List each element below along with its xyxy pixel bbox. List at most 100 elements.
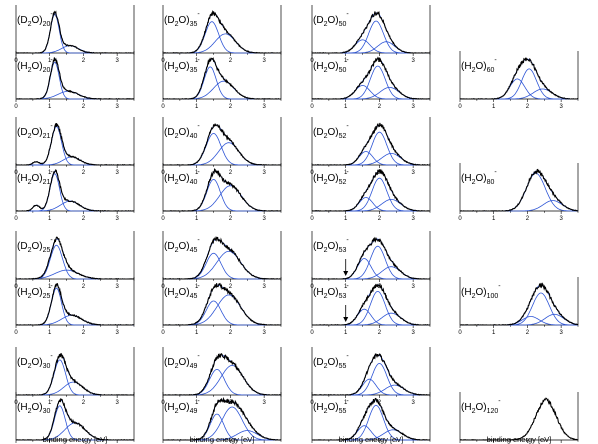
x-tick-label: 2 xyxy=(526,216,530,222)
cluster-label: (H2O)25- xyxy=(17,283,53,300)
x-tick-label: 2 xyxy=(229,330,233,336)
fit-component xyxy=(163,178,281,212)
fit-component xyxy=(16,381,134,396)
x-tick-label: 3 xyxy=(262,58,266,64)
x-tick-label: 0 xyxy=(14,104,18,110)
cluster-label: (D2O)35- xyxy=(164,11,200,28)
spectrum-trace xyxy=(15,169,135,212)
spectrum-trace xyxy=(312,168,430,212)
fit-component xyxy=(460,78,578,100)
x-tick-label: 2 xyxy=(229,284,233,290)
x-tick-label: 1 xyxy=(344,104,348,110)
cluster-label: (D2O)21- xyxy=(17,123,53,140)
fit-component xyxy=(163,294,281,326)
fit-component xyxy=(163,21,281,54)
x-tick-label: 3 xyxy=(559,104,563,110)
spectrum-trace xyxy=(460,282,579,326)
spectrum-trace xyxy=(16,10,134,54)
fit-component xyxy=(163,369,281,396)
x-tick-label: 1 xyxy=(48,58,52,64)
x-tick-label: 3 xyxy=(262,400,266,406)
x-tick-label: 1 xyxy=(48,170,52,176)
cluster-label: (D2O)52- xyxy=(313,123,349,140)
fit-component xyxy=(312,362,430,396)
spectrum-trace xyxy=(163,352,282,396)
spectrum-panel: 0 1 2 3 (H2O)100- xyxy=(458,277,579,336)
x-tick-label: 3 xyxy=(262,284,266,290)
spectrum-trace xyxy=(16,122,135,166)
x-tick-label: 2 xyxy=(229,170,233,176)
x-tick-label: 2 xyxy=(378,330,382,336)
spectrum-trace xyxy=(311,10,431,54)
x-tick-label: 0 xyxy=(161,330,165,336)
x-tick-label: 3 xyxy=(262,216,266,222)
x-tick-label: 0 xyxy=(458,104,462,110)
spectrum-panel: 0 1 2 3 (H2O)25- xyxy=(14,277,135,336)
x-axis-title: binding energy [eV] xyxy=(43,435,108,444)
x-tick-label: 3 xyxy=(411,58,415,64)
x-tick-label: 3 xyxy=(559,216,563,222)
x-tick-label: 1 xyxy=(344,170,348,176)
spectrum-panel: 0 1 2 3 (H2O)20- xyxy=(14,51,135,110)
x-tick-label: 1 xyxy=(48,400,52,406)
x-tick-label: 3 xyxy=(115,330,119,336)
x-tick-label: 0 xyxy=(161,216,165,222)
x-tick-label: 1 xyxy=(195,400,199,406)
x-tick-label: 3 xyxy=(411,170,415,176)
spectrum-trace xyxy=(163,9,281,54)
spectrum-trace xyxy=(162,57,281,100)
x-axis-title: binding energy [eV] xyxy=(190,435,255,444)
cluster-label: (D2O)20- xyxy=(17,11,53,28)
fit-component xyxy=(312,197,430,212)
x-tick-label: 0 xyxy=(458,330,462,336)
x-tick-label: 2 xyxy=(82,170,86,176)
x-tick-label: 1 xyxy=(195,216,199,222)
spectrum-trace xyxy=(163,396,282,441)
cluster-label: (H2O)40- xyxy=(164,169,200,186)
cluster-label: (D2O)49- xyxy=(164,353,200,370)
x-tick-label: 2 xyxy=(229,104,233,110)
arrow-head xyxy=(343,317,349,322)
x-tick-label: 2 xyxy=(378,216,382,222)
x-tick-label: 3 xyxy=(411,330,415,336)
spectrum-trace xyxy=(312,282,431,326)
x-tick-label: 1 xyxy=(48,284,52,290)
cluster-label: (D2O)53- xyxy=(313,237,349,254)
x-tick-label: 2 xyxy=(82,58,86,64)
x-tick-label: 3 xyxy=(115,284,119,290)
x-tick-label: 3 xyxy=(411,104,415,110)
spectrum-trace xyxy=(459,397,579,441)
spectrum-trace xyxy=(16,352,134,396)
cluster-label: (H2O)35- xyxy=(164,57,200,74)
x-tick-label: 3 xyxy=(115,216,119,222)
cluster-label: (D2O)55- xyxy=(313,353,349,370)
fit-component xyxy=(312,151,430,166)
fit-component xyxy=(163,364,281,396)
x-tick-label: 1 xyxy=(344,330,348,336)
x-tick-label: 2 xyxy=(229,58,233,64)
cluster-label: (H2O)21- xyxy=(17,169,53,186)
spectrum-trace xyxy=(312,353,430,396)
fit-component xyxy=(163,185,281,212)
x-tick-label: 1 xyxy=(195,170,199,176)
x-tick-label: 3 xyxy=(262,104,266,110)
x-tick-label: 1 xyxy=(492,104,496,110)
x-tick-label: 0 xyxy=(458,216,462,222)
spectrum-panel: 0 1 2 3 (H2O)45- xyxy=(161,277,282,336)
x-tick-label: 2 xyxy=(82,284,86,290)
spectrum-trace xyxy=(311,56,430,100)
fit-component xyxy=(312,87,430,100)
x-tick-label: 1 xyxy=(48,104,52,110)
x-tick-label: 3 xyxy=(115,104,119,110)
spectrum-panel: 0 1 2 3 (H2O)50- xyxy=(310,51,431,110)
x-tick-label: 1 xyxy=(492,216,496,222)
cluster-label: (H2O)120- xyxy=(461,398,501,415)
x-tick-label: 2 xyxy=(378,104,382,110)
spectrum-panel: 0 1 2 3 (H2O)60- xyxy=(458,51,579,110)
